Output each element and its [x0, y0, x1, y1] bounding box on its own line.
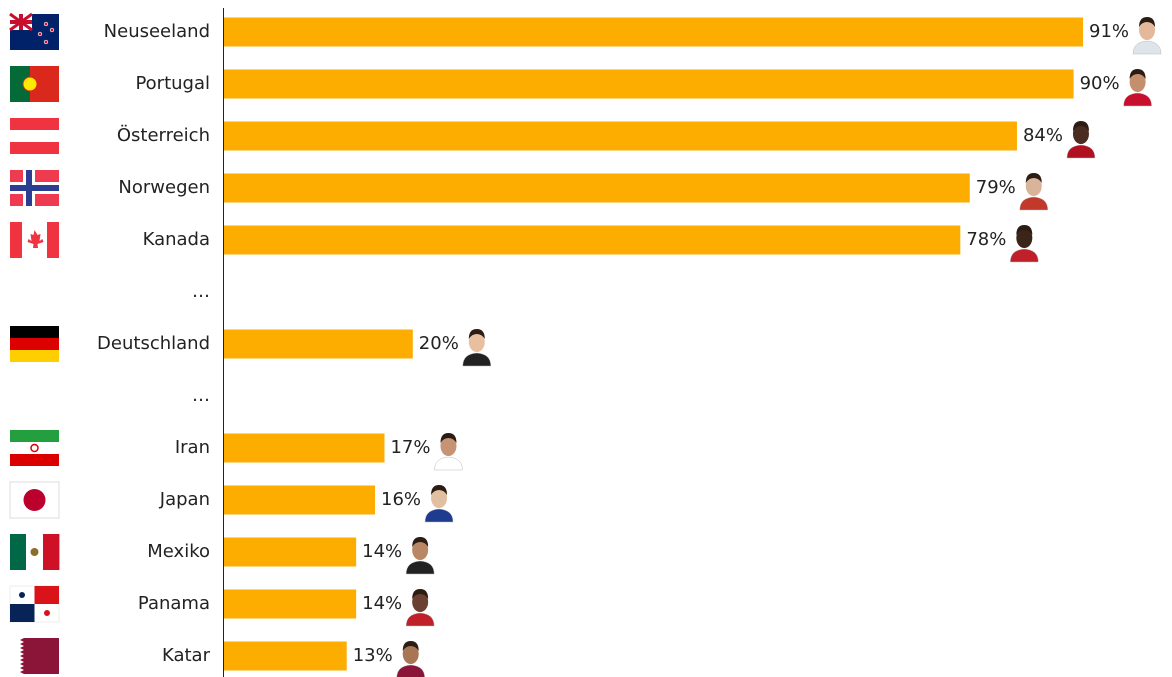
- player-shirt: [406, 561, 434, 574]
- value-label: 14%: [362, 593, 402, 614]
- flag-part: [43, 534, 59, 570]
- flag: [10, 66, 59, 102]
- value-label: 14%: [362, 541, 402, 562]
- value-label: 78%: [966, 229, 1006, 250]
- player-shirt: [1020, 197, 1048, 210]
- value-label: 79%: [976, 177, 1016, 198]
- bar: [224, 174, 970, 203]
- player-photo: [425, 485, 453, 522]
- flag-part: [10, 350, 59, 362]
- flag-part: [10, 534, 26, 570]
- player-shirt: [463, 353, 491, 366]
- flag-part: [50, 28, 54, 32]
- value-label: 13%: [353, 645, 393, 666]
- player-photo: [1067, 121, 1095, 158]
- flag-part: [10, 454, 59, 466]
- flag-part: [10, 20, 32, 24]
- player-shirt: [1133, 41, 1161, 54]
- player-shirt: [1010, 249, 1038, 262]
- value-label: 84%: [1023, 125, 1063, 146]
- bar: [224, 486, 375, 515]
- flag-part: [10, 604, 35, 622]
- flag-part: [10, 430, 59, 442]
- player-shirt: [434, 457, 462, 470]
- player-shirt: [425, 509, 453, 522]
- bar: [224, 538, 356, 567]
- category-label: Neuseeland: [104, 21, 210, 42]
- bar: [224, 122, 1017, 151]
- player-photo: [1124, 69, 1152, 106]
- flag-part: [24, 489, 46, 511]
- player-photo: [397, 641, 425, 677]
- flag: [10, 534, 59, 570]
- player-photo: [406, 589, 434, 626]
- category-label: Katar: [162, 645, 211, 666]
- bar: [224, 18, 1083, 47]
- bar: [224, 226, 960, 255]
- category-label: Deutschland: [97, 333, 210, 354]
- category-label: …: [192, 281, 210, 302]
- flag: [10, 118, 59, 154]
- category-label: Kanada: [143, 229, 210, 250]
- player-photo: [406, 537, 434, 574]
- player-photo: [1020, 173, 1048, 210]
- bar: [224, 434, 384, 463]
- player-shirt: [1067, 145, 1095, 158]
- flag-part: [44, 610, 50, 616]
- category-label: Österreich: [117, 124, 210, 146]
- player-shirt: [1124, 93, 1152, 106]
- player-photo: [1010, 225, 1038, 262]
- category-label: Japan: [159, 489, 210, 510]
- flag: [10, 14, 59, 50]
- bar: [224, 330, 413, 359]
- flag: [10, 586, 59, 622]
- value-label: 20%: [419, 333, 459, 354]
- flag-part: [38, 32, 42, 36]
- flag-part: [44, 40, 48, 44]
- category-label: …: [192, 385, 210, 406]
- flag-part: [10, 185, 59, 191]
- player-shirt: [397, 665, 425, 677]
- bar: [224, 642, 347, 671]
- flag-part: [10, 338, 59, 350]
- player-photo: [1133, 17, 1161, 54]
- category-label: Iran: [175, 437, 210, 458]
- player-photo: [463, 329, 491, 366]
- chart: Neuseeland 91% Portugal 90% Österreich 84% Nor…: [0, 0, 1172, 677]
- category-label: Portugal: [135, 73, 210, 94]
- category-label: Mexiko: [147, 541, 210, 562]
- flag-part: [35, 586, 60, 604]
- flag: [10, 222, 59, 258]
- flag: [10, 638, 59, 674]
- flag-part: [44, 22, 48, 26]
- flag-part: [31, 548, 39, 556]
- flag: [10, 170, 59, 206]
- flag: [10, 326, 59, 362]
- player-photo: [434, 433, 462, 470]
- flag-part: [10, 326, 59, 338]
- flag: [10, 430, 59, 466]
- category-label: Norwegen: [118, 177, 210, 198]
- flag-part: [10, 130, 59, 142]
- value-label: 16%: [381, 489, 421, 510]
- bar: [224, 590, 356, 619]
- value-label: 17%: [390, 437, 430, 458]
- value-label: 90%: [1080, 73, 1120, 94]
- category-label: Panama: [138, 593, 210, 614]
- flag-part: [19, 592, 25, 598]
- flag-part: [23, 77, 37, 91]
- value-label: 91%: [1089, 21, 1129, 42]
- bar: [224, 70, 1074, 99]
- player-shirt: [406, 613, 434, 626]
- flag: [10, 482, 59, 518]
